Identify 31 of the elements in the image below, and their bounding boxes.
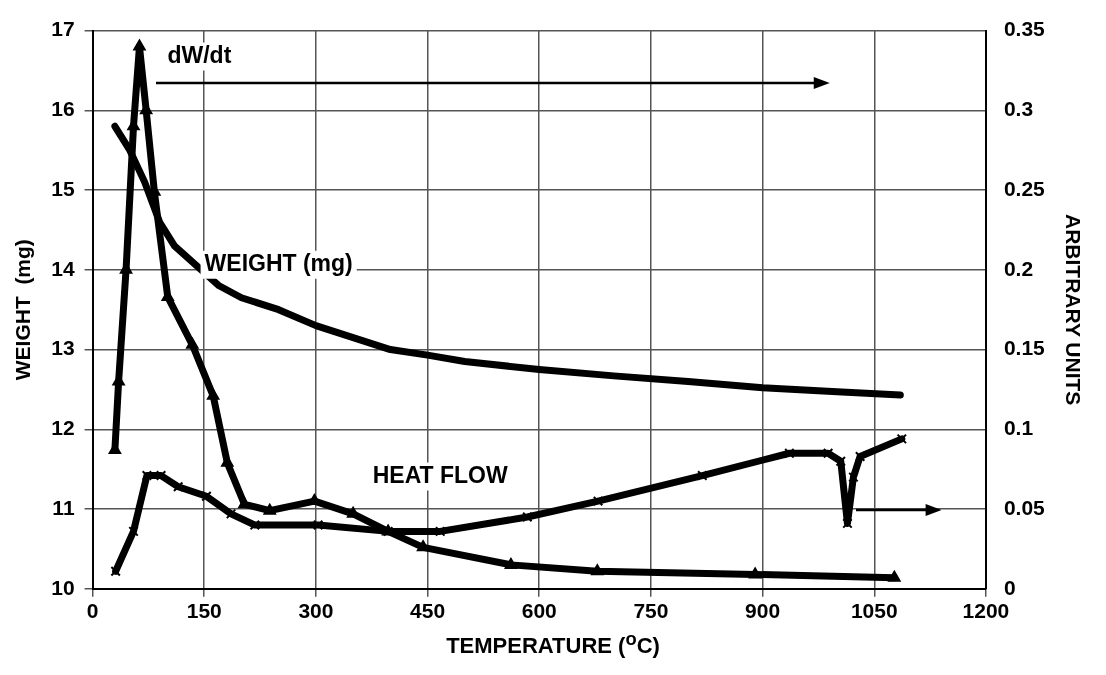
x-tick-label: 750: [633, 599, 669, 623]
y-tick-label: 11: [52, 495, 75, 519]
y-tick-label: 13: [51, 336, 75, 360]
x-tick-label: 0: [86, 599, 99, 623]
y2-tick-label: 0: [1003, 575, 1016, 599]
series-label: HEAT FLOW: [372, 461, 509, 488]
y-tick-label: 12: [51, 416, 75, 440]
y-tick-label: 10: [51, 575, 75, 599]
x-tick-label: 300: [298, 599, 334, 623]
y2-tick-label: 0.1: [1003, 416, 1034, 440]
y2-tick-label: 0.05: [1003, 495, 1046, 519]
x-tick-label: 1200: [962, 599, 1010, 623]
x-tick-label: 600: [521, 599, 557, 623]
y-tick-label: 17: [51, 17, 75, 41]
y2-axis-title: ARBITRARY UNITS: [1061, 214, 1085, 406]
y2-tick-label: 0.2: [1003, 256, 1034, 280]
x-tick-label: 450: [410, 599, 446, 623]
x-tick-label: 150: [186, 599, 222, 623]
y2-tick-label: 0.25: [1003, 176, 1046, 200]
y-axis-title: WEIGHT (mg): [11, 239, 35, 381]
y-tick-label: 15: [51, 176, 75, 200]
x-tick-label: 1050: [850, 599, 898, 623]
x-axis-title: TEMPERATURE ($^{o}$C): [445, 628, 661, 660]
y2-tick-label: 0.35: [1003, 17, 1046, 41]
series-label: dW/dt: [167, 41, 232, 68]
x-tick-label: 900: [745, 599, 781, 623]
y2-tick-label: 0.3: [1003, 97, 1034, 121]
y2-tick-label: 0.15: [1003, 336, 1046, 360]
series-label: WEIGHT (mg): [204, 250, 353, 277]
y-tick-label: 14: [51, 256, 75, 280]
y-tick-label: 16: [51, 97, 75, 121]
